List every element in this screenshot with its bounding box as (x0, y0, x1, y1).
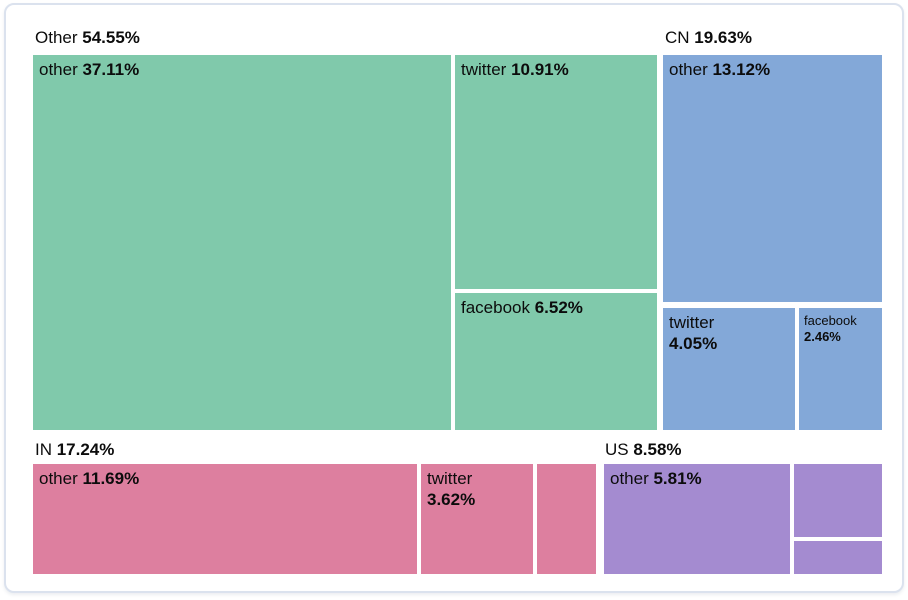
treemap-cell-us-unlabeled[interactable] (794, 464, 882, 537)
cell-name: other (669, 60, 708, 79)
group-value: 8.58% (628, 440, 682, 459)
treemap-cell-other-facebook[interactable]: facebook 6.52% (455, 293, 657, 430)
treemap-cell-in-other[interactable]: other 11.69% (33, 464, 417, 574)
treemap-cell-cn-facebook[interactable]: facebook 2.46% (799, 308, 882, 430)
cell-label: twitter 3.62% (421, 464, 533, 515)
cell-label: facebook 2.46% (799, 308, 882, 349)
cell-label: other 11.69% (33, 464, 417, 495)
treemap-cell-in-unlabeled[interactable] (537, 464, 596, 574)
group-name: IN (35, 440, 52, 459)
group-label-other: Other 54.55% (35, 28, 140, 47)
group-label-us: US 8.58% (605, 440, 682, 459)
cell-label: facebook 6.52% (455, 293, 657, 324)
treemap-cell-cn-other[interactable]: other 13.12% (663, 55, 882, 302)
cell-name: other (610, 469, 649, 488)
treemap-cell-in-twitter[interactable]: twitter 3.62% (421, 464, 533, 574)
cell-label: twitter 4.05% (663, 308, 795, 359)
group-value: 17.24% (52, 440, 115, 459)
cell-name: twitter (461, 60, 507, 79)
cell-value: 37.11% (77, 60, 140, 79)
cell-name: other (39, 469, 78, 488)
treemap-cell-other-other[interactable]: other 37.11% (33, 55, 451, 430)
cell-name: facebook (461, 298, 530, 317)
cell-name: twitter (427, 469, 473, 488)
cell-name: other (39, 60, 78, 79)
treemap-card: Other 54.55% other 37.11% twitter 10.91% fa… (4, 3, 904, 593)
cell-value: 6.52% (530, 298, 583, 317)
cell-value: 4.05% (669, 333, 718, 353)
cell-name: facebook (804, 313, 857, 328)
group-name: US (605, 440, 629, 459)
treemap-cell-us-other[interactable]: other 5.81% (604, 464, 790, 574)
group-value: 54.55% (77, 28, 140, 47)
group-name: CN (665, 28, 690, 47)
group-value: 19.63% (689, 28, 752, 47)
group-name: Other (35, 28, 78, 47)
cell-name: twitter (669, 313, 715, 332)
cell-value: 11.69% (77, 469, 140, 488)
cell-value: 3.62% (427, 489, 476, 509)
cell-value: 2.46% (804, 328, 841, 344)
cell-value: 10.91% (506, 60, 569, 79)
treemap-cell-other-twitter[interactable]: twitter 10.91% (455, 55, 657, 289)
cell-label: other 5.81% (604, 464, 790, 495)
cell-label: twitter 10.91% (455, 55, 657, 86)
group-label-in: IN 17.24% (35, 440, 114, 459)
group-label-cn: CN 19.63% (665, 28, 752, 47)
cell-value: 13.12% (707, 60, 771, 79)
cell-label: other 13.12% (663, 55, 882, 86)
cell-value: 5.81% (648, 469, 702, 488)
cell-label: other 37.11% (33, 55, 451, 86)
treemap-cell-cn-twitter[interactable]: twitter 4.05% (663, 308, 795, 430)
treemap-cell-us-unlabeled[interactable] (794, 541, 882, 574)
